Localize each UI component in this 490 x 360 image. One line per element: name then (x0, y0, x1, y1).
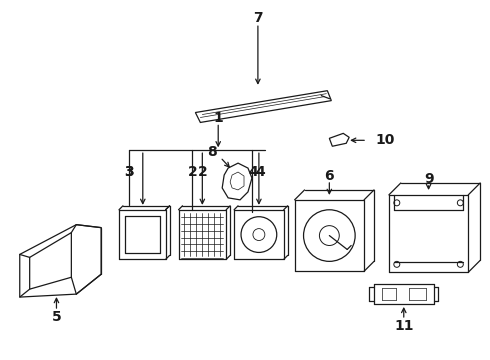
Text: 3: 3 (124, 165, 134, 179)
Text: 2: 2 (188, 165, 197, 179)
Text: 6: 6 (324, 169, 334, 183)
Text: 8: 8 (207, 145, 217, 159)
Text: 9: 9 (424, 172, 433, 186)
Text: 7: 7 (253, 11, 263, 25)
Text: 4: 4 (255, 165, 265, 179)
Text: 1: 1 (213, 112, 223, 126)
Text: 2: 2 (197, 165, 207, 179)
Text: 3: 3 (124, 165, 134, 179)
Text: 4: 4 (248, 165, 258, 179)
Text: 11: 11 (394, 319, 414, 333)
Text: 5: 5 (51, 310, 61, 324)
Text: 10: 10 (375, 133, 394, 147)
